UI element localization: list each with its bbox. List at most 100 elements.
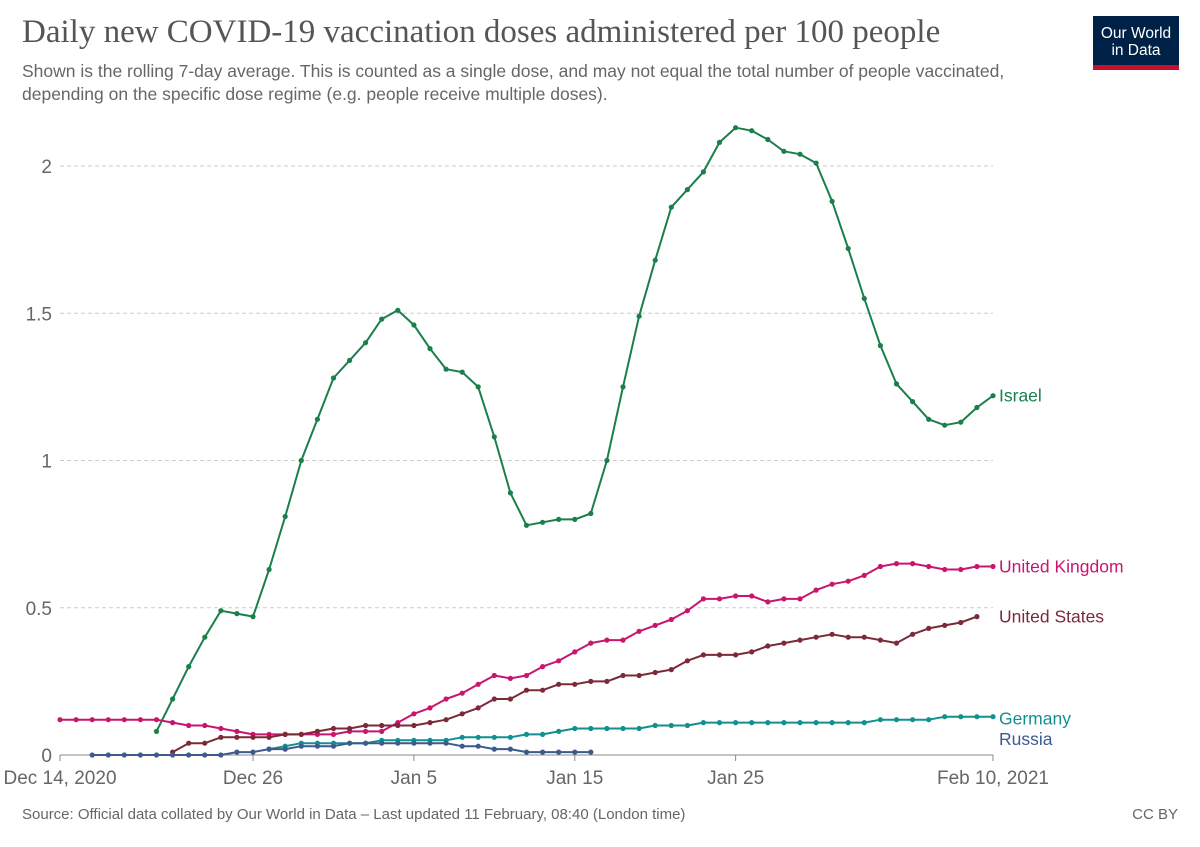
- logo-line-2: in Data: [1111, 42, 1161, 59]
- data-point: [459, 711, 465, 717]
- series-israel: [153, 125, 996, 735]
- data-point: [942, 566, 948, 573]
- data-point: [363, 728, 369, 735]
- data-point: [411, 722, 417, 729]
- data-point: [427, 705, 433, 711]
- series-label-russia: Russia: [999, 729, 1053, 749]
- data-point: [234, 611, 240, 617]
- x-tick-label: Dec 14, 2020: [3, 768, 116, 789]
- data-point: [604, 725, 610, 732]
- data-point: [105, 717, 111, 723]
- data-point: [604, 678, 610, 685]
- x-axis-ticks: Dec 14, 2020 Dec 26 Jan 5 Jan 15 Jan 25 Feb 1…: [3, 755, 1049, 789]
- data-point: [893, 381, 900, 387]
- data-point: [572, 681, 578, 687]
- data-point: [475, 384, 481, 390]
- data-point: [813, 587, 819, 593]
- data-point: [186, 664, 192, 670]
- data-point: [475, 743, 481, 749]
- x-tick-label: Jan 25: [707, 768, 764, 789]
- data-point: [298, 731, 304, 738]
- data-point: [974, 563, 980, 570]
- data-point: [395, 740, 401, 746]
- data-point: [588, 749, 594, 755]
- owid-logo[interactable]: Our World in Data: [1093, 16, 1179, 70]
- data-point: [523, 687, 530, 693]
- data-point: [781, 640, 787, 646]
- data-point: [829, 631, 835, 637]
- data-point: [604, 637, 610, 643]
- data-point: [733, 125, 739, 131]
- data-point: [523, 672, 530, 679]
- data-point: [700, 596, 707, 602]
- data-point: [877, 717, 884, 723]
- data-point: [942, 622, 948, 629]
- data-point: [250, 734, 256, 740]
- data-point: [620, 672, 626, 679]
- data-point: [347, 725, 353, 732]
- data-point: [57, 717, 63, 723]
- data-point: [572, 516, 578, 523]
- data-point: [379, 316, 385, 322]
- data-point: [588, 678, 594, 685]
- data-point: [861, 295, 867, 302]
- data-point: [427, 740, 433, 746]
- data-point: [861, 720, 867, 726]
- data-point: [813, 160, 819, 166]
- data-point: [379, 722, 385, 729]
- data-point: [893, 561, 900, 567]
- data-point: [282, 513, 288, 520]
- data-point: [990, 393, 996, 399]
- data-point: [588, 725, 594, 732]
- data-point: [266, 734, 272, 740]
- license-link[interactable]: CC BY: [1132, 806, 1178, 823]
- data-point: [234, 734, 240, 740]
- data-point: [910, 561, 916, 567]
- data-point: [636, 725, 642, 732]
- data-point: [829, 720, 835, 726]
- data-point: [668, 616, 674, 623]
- data-point: [910, 399, 916, 405]
- y-axis-ticks: 0 0.5 1 1.5 2: [26, 157, 52, 767]
- data-point: [716, 720, 723, 726]
- data-point: [813, 634, 819, 640]
- y-tick-label: 1: [41, 452, 52, 473]
- data-point: [507, 490, 513, 496]
- data-point: [540, 519, 546, 525]
- data-point: [877, 343, 884, 349]
- data-point: [363, 740, 369, 746]
- data-point: [298, 743, 304, 749]
- data-point: [234, 749, 240, 755]
- data-point: [523, 522, 530, 528]
- data-point: [250, 749, 256, 755]
- data-point: [556, 681, 562, 687]
- data-point: [733, 652, 739, 658]
- data-point: [314, 728, 320, 735]
- data-point: [314, 416, 320, 422]
- data-point: [636, 313, 642, 319]
- chart-title: Daily new COVID-19 vaccination doses adm…: [22, 14, 941, 50]
- data-point: [330, 731, 337, 738]
- data-point: [797, 596, 803, 602]
- data-point: [845, 578, 851, 584]
- data-point: [218, 752, 224, 758]
- data-point: [604, 457, 610, 464]
- data-point: [572, 649, 578, 655]
- data-point: [700, 720, 707, 726]
- data-point: [684, 608, 691, 614]
- series-line-russia: [92, 742, 591, 756]
- data-point: [395, 307, 401, 313]
- data-point: [749, 128, 755, 134]
- data-point: [958, 619, 964, 626]
- data-point: [893, 717, 900, 723]
- data-point: [202, 634, 208, 640]
- data-point: [459, 690, 465, 696]
- data-point: [620, 725, 626, 732]
- data-point: [926, 625, 932, 632]
- data-point: [507, 746, 513, 752]
- data-point: [411, 711, 417, 717]
- data-point: [813, 720, 819, 726]
- data-point: [765, 599, 771, 605]
- data-point: [218, 608, 224, 614]
- data-point: [491, 434, 497, 440]
